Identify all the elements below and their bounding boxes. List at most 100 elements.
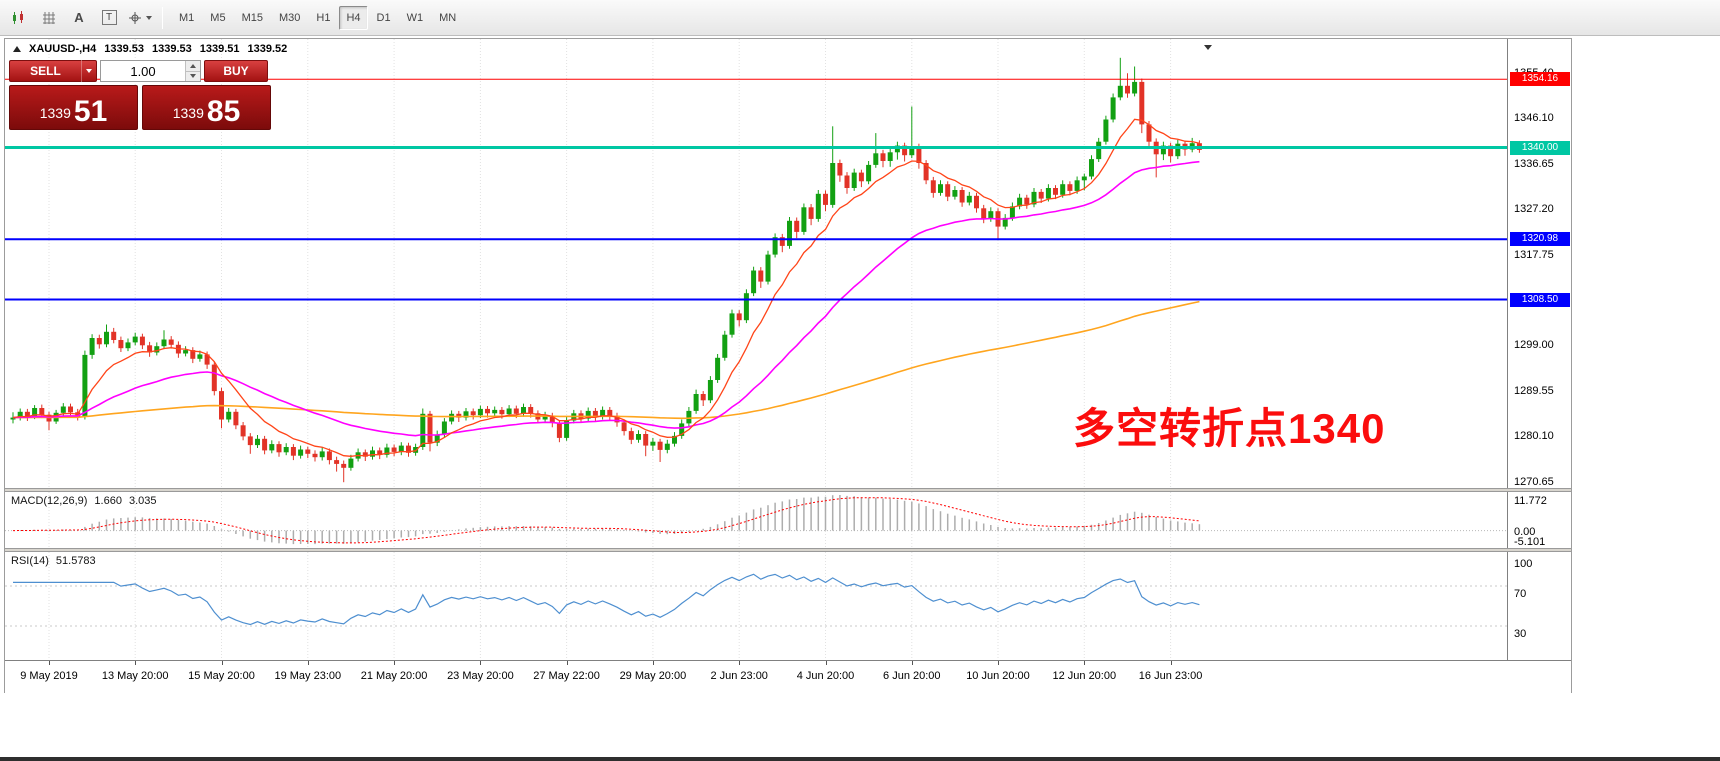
one-click-trading-panel: SELL BUY 1339 51 1339 85 bbox=[9, 60, 271, 130]
close-value: 1339.52 bbox=[247, 43, 288, 55]
candle bbox=[887, 152, 893, 161]
text-tool-button[interactable]: A bbox=[65, 6, 93, 30]
candle bbox=[477, 408, 483, 416]
indicators-grid-button[interactable] bbox=[35, 6, 63, 30]
candle bbox=[197, 354, 203, 359]
buy-button[interactable]: BUY bbox=[204, 60, 268, 82]
timeframe-d1[interactable]: D1 bbox=[376, 11, 391, 24]
candle bbox=[636, 434, 641, 440]
price-pane[interactable] bbox=[5, 39, 1507, 489]
chart-type-button[interactable] bbox=[5, 6, 33, 30]
timeframe-m15[interactable]: M15 bbox=[241, 11, 263, 24]
candle bbox=[787, 220, 792, 246]
time-axis-tick bbox=[566, 661, 568, 665]
candle bbox=[592, 410, 598, 417]
open-value: 1339.53 bbox=[104, 43, 144, 55]
time-axis-tick bbox=[739, 661, 741, 665]
crosshair-tool-button[interactable] bbox=[125, 6, 153, 30]
candle bbox=[1146, 124, 1152, 142]
macd-value-main: 1.660 bbox=[94, 495, 122, 507]
rsi-tick-label: 30 bbox=[1514, 628, 1527, 640]
candle bbox=[1132, 81, 1138, 94]
candle bbox=[966, 195, 972, 203]
candle bbox=[283, 447, 289, 453]
candle bbox=[384, 447, 390, 455]
time-axis[interactable]: 9 May 2019 13 May 20:00 15 May 20:00 19 May… bbox=[5, 660, 1571, 693]
volume-increase-button[interactable] bbox=[186, 61, 200, 71]
sell-button[interactable]: SELL bbox=[9, 60, 81, 82]
timeframe-w1[interactable]: W1 bbox=[406, 11, 424, 24]
candle bbox=[981, 208, 987, 219]
candle bbox=[1089, 159, 1094, 177]
candle bbox=[449, 413, 455, 422]
price-line-badge: 1308.50 bbox=[1510, 292, 1570, 307]
time-axis-label: 27 May 22:00 bbox=[533, 670, 600, 682]
expand-triangle-icon[interactable] bbox=[13, 46, 21, 52]
candle bbox=[988, 211, 994, 219]
rsi-tick-label: 70 bbox=[1514, 588, 1527, 600]
candle bbox=[1024, 197, 1030, 205]
candle bbox=[930, 180, 936, 193]
timeframe-h1[interactable]: H1 bbox=[316, 11, 331, 24]
volume-decrease-button[interactable] bbox=[186, 70, 200, 81]
candle bbox=[161, 339, 167, 347]
candle bbox=[406, 445, 411, 453]
buy-price-display[interactable]: 1339 85 bbox=[142, 85, 271, 130]
candle bbox=[427, 413, 433, 443]
candle bbox=[1081, 176, 1087, 181]
candle bbox=[398, 445, 404, 452]
time-axis-tick bbox=[480, 661, 482, 665]
candle bbox=[513, 408, 519, 414]
candle bbox=[290, 447, 296, 456]
candle bbox=[10, 417, 16, 420]
low-value: 1339.51 bbox=[199, 43, 240, 55]
macd-label: MACD(12,26,9) 1.660 3.035 bbox=[11, 495, 156, 507]
candle bbox=[168, 339, 174, 345]
timeframe-mn[interactable]: MN bbox=[439, 11, 457, 24]
candle bbox=[823, 193, 828, 205]
rsi-pane[interactable] bbox=[5, 552, 1507, 660]
candle bbox=[909, 146, 915, 156]
sell-price-main: 1339 bbox=[39, 105, 71, 121]
candle bbox=[585, 410, 591, 419]
candle bbox=[923, 163, 929, 181]
timeframe-m30[interactable]: M30 bbox=[278, 11, 301, 24]
candle bbox=[326, 451, 332, 461]
textbox-tool-button[interactable]: T bbox=[95, 6, 123, 30]
time-axis-label: 6 Jun 20:00 bbox=[883, 670, 941, 682]
candle bbox=[319, 451, 325, 458]
candle bbox=[348, 458, 354, 468]
timeframe-m5[interactable]: M5 bbox=[210, 11, 226, 24]
time-axis-label: 21 May 20:00 bbox=[360, 670, 428, 682]
pane-separator[interactable] bbox=[5, 548, 1571, 552]
grid-icon bbox=[43, 11, 55, 24]
order-type-dropdown[interactable] bbox=[81, 60, 97, 82]
timeframe-m1[interactable]: M1 bbox=[179, 11, 195, 24]
candle bbox=[715, 357, 721, 380]
candle bbox=[1009, 206, 1015, 218]
candle bbox=[657, 441, 663, 450]
candle bbox=[521, 407, 526, 414]
candlesticks bbox=[10, 57, 1202, 483]
macd-pane[interactable] bbox=[5, 492, 1507, 549]
chart-dropdown-icon[interactable] bbox=[1204, 45, 1212, 50]
candle bbox=[664, 443, 670, 450]
time-axis-label: 19 May 23:00 bbox=[274, 670, 342, 682]
sell-price-display[interactable]: 1339 51 bbox=[9, 85, 138, 130]
symbol-period-label: XAUUSD-,H4 bbox=[29, 43, 97, 55]
candle bbox=[779, 237, 785, 246]
volume-input[interactable] bbox=[101, 61, 185, 81]
candle bbox=[39, 408, 45, 415]
candle bbox=[1045, 188, 1051, 199]
timeframe-h4[interactable]: H4 bbox=[339, 5, 368, 30]
candle bbox=[441, 421, 447, 435]
top-toolbar: A T M1 M5 M15 M30 H1 H4 D1 W1 MN bbox=[0, 0, 1720, 36]
pane-separator[interactable] bbox=[5, 488, 1571, 492]
macd-histogram bbox=[19, 495, 1201, 545]
price-axis[interactable]: 1355.401346.101336.651327.201317.751299.… bbox=[1507, 39, 1571, 660]
candle bbox=[1067, 184, 1073, 191]
candle bbox=[68, 406, 73, 413]
rsi-title: RSI(14) bbox=[11, 555, 49, 567]
candle bbox=[456, 413, 462, 418]
price-tick-label: 1327.20 bbox=[1514, 203, 1554, 216]
